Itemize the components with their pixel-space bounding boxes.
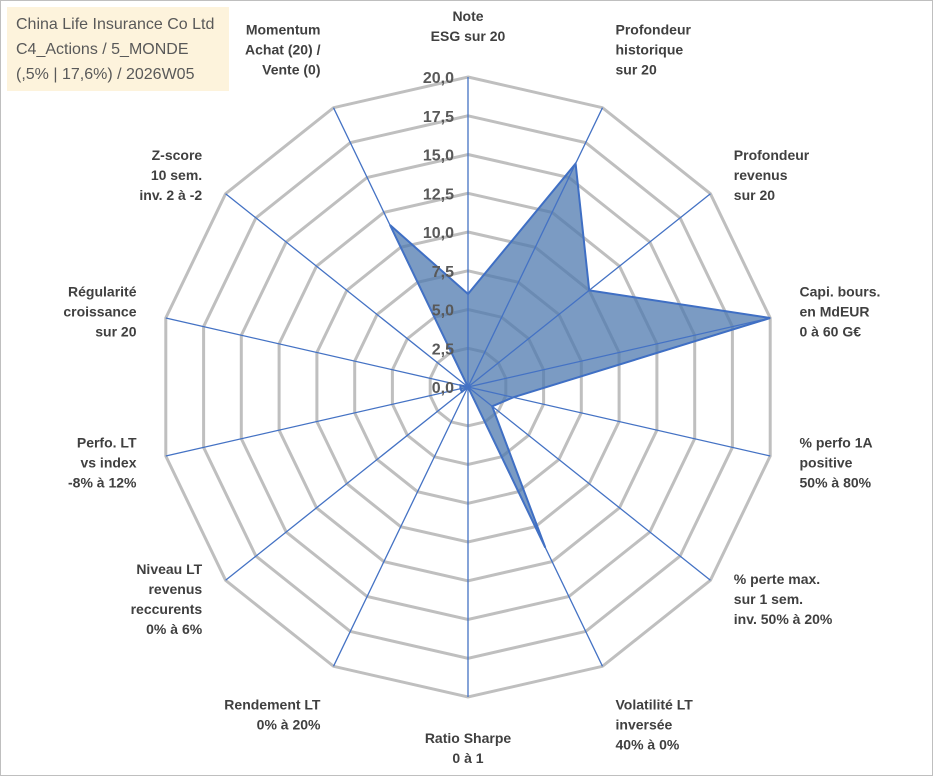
axis-spoke bbox=[467, 107, 604, 388]
axis-label-line: sur 1 sem. bbox=[734, 591, 803, 607]
axis-label: Profondeur historique sur 20 bbox=[616, 22, 692, 78]
axis-label: Perfo. LT vs index -8% à 12% bbox=[68, 435, 137, 491]
axis-label: % perfo 1A positive 50% à 80% bbox=[800, 435, 873, 491]
axis-label-line: % perfo 1A bbox=[800, 435, 873, 451]
axis-label-line: sur 20 bbox=[616, 62, 657, 78]
tick-label: 20,0 bbox=[423, 70, 454, 87]
axis-label-line: 50% à 80% bbox=[800, 475, 872, 491]
axis-label-line: Profondeur bbox=[616, 22, 692, 38]
axis-label-line: 0 à 60 G€ bbox=[800, 323, 862, 339]
axis-label-line: Profondeur bbox=[734, 147, 810, 163]
tick-label: 17,5 bbox=[423, 109, 454, 126]
axis-label: Niveau LT revenus reccurents 0% à 6% bbox=[131, 561, 203, 637]
axis-label-line: Niveau LT bbox=[136, 561, 202, 577]
tick-label: 15,0 bbox=[423, 148, 454, 165]
axis-label: Note ESG sur 20 bbox=[431, 8, 506, 44]
axis-spoke bbox=[165, 386, 469, 457]
axis-label-line: Ratio Sharpe bbox=[425, 730, 512, 746]
axis-spoke bbox=[225, 386, 469, 581]
axis-spoke bbox=[332, 386, 469, 667]
axis-spoke bbox=[467, 317, 771, 388]
axis-label-line: revenus bbox=[734, 167, 788, 183]
radar-axis-labels: Note ESG sur 20 Profondeur historique sur 20… bbox=[63, 8, 880, 766]
axis-label-line: ESG sur 20 bbox=[431, 28, 506, 44]
axis-spoke bbox=[225, 193, 469, 388]
axis-label: Profondeur revenus sur 20 bbox=[734, 147, 810, 203]
tick-label: 10,0 bbox=[423, 225, 454, 242]
axis-label-line: croissance bbox=[63, 303, 136, 319]
axis-spoke bbox=[332, 107, 469, 388]
axis-label: Ratio Sharpe 0 à 1 bbox=[425, 730, 512, 766]
axis-label-line: Z-score bbox=[152, 147, 203, 163]
axis-label: Rendement LT 0% à 20% bbox=[224, 696, 321, 732]
axis-label-line: Régularité bbox=[68, 283, 137, 299]
axis-label-line: Volatilité LT bbox=[616, 696, 694, 712]
axis-spoke bbox=[467, 386, 711, 581]
axis-label: Volatilité LT inversée 40% à 0% bbox=[616, 696, 694, 752]
axis-label-line: positive bbox=[800, 455, 853, 471]
axis-label-line: -8% à 12% bbox=[68, 475, 137, 491]
axis-label: Momentum Achat (20) / Vente (0) bbox=[245, 22, 321, 78]
axis-label-line: 40% à 0% bbox=[616, 736, 680, 752]
axis-label-line: Vente (0) bbox=[262, 62, 320, 78]
axis-label-line: Rendement LT bbox=[224, 696, 321, 712]
axis-label-line: Note bbox=[452, 8, 483, 24]
axis-label-line: 0 à 1 bbox=[452, 750, 483, 766]
axis-label-line: historique bbox=[616, 42, 684, 58]
period-info: (,5% | 17,6%) / 2026W05 bbox=[16, 66, 195, 83]
radar-tick-labels: 0,0 2,5 5,0 7,5 10,0 12,5 15,0 17,5 20,0 bbox=[423, 70, 454, 397]
axis-label-line: 0% à 6% bbox=[146, 621, 203, 637]
tick-label: 12,5 bbox=[423, 186, 454, 203]
company-name: China Life Insurance Co Ltd bbox=[16, 16, 215, 33]
radar-axes bbox=[165, 77, 771, 697]
axis-label-line: sur 20 bbox=[734, 187, 775, 203]
axis-spoke bbox=[467, 386, 604, 667]
axis-spoke bbox=[467, 386, 771, 457]
axis-label: Capi. bours. en MdEUR 0 à 60 G€ bbox=[800, 283, 881, 339]
info-box: China Life Insurance Co Ltd C4_Actions /… bbox=[7, 7, 229, 91]
axis-label-line: reccurents bbox=[131, 601, 203, 617]
axis-label-line: 10 sem. bbox=[151, 167, 202, 183]
axis-label-line: sur 20 bbox=[95, 323, 136, 339]
axis-label-line: Achat (20) / bbox=[245, 42, 321, 58]
portfolio-category: C4_Actions / 5_MONDE bbox=[16, 41, 189, 58]
axis-label-line: inversée bbox=[616, 716, 673, 732]
axis-label-line: Perfo. LT bbox=[77, 435, 137, 451]
axis-label: Z-score 10 sem. inv. 2 à -2 bbox=[139, 147, 202, 203]
axis-label: % perte max. sur 1 sem. inv. 50% à 20% bbox=[734, 571, 833, 627]
axis-label-line: inv. 50% à 20% bbox=[734, 611, 833, 627]
tick-label: 0,0 bbox=[432, 380, 454, 397]
axis-label: Régularité croissance sur 20 bbox=[63, 283, 136, 339]
axis-label-line: Capi. bours. bbox=[800, 283, 881, 299]
axis-label-line: 0% à 20% bbox=[257, 716, 321, 732]
axis-label-line: Momentum bbox=[246, 22, 321, 38]
axis-label-line: revenus bbox=[148, 581, 202, 597]
axis-label-line: inv. 2 à -2 bbox=[139, 187, 202, 203]
axis-label-line: vs index bbox=[80, 455, 136, 471]
axis-label-line: % perte max. bbox=[734, 571, 820, 587]
tick-label: 7,5 bbox=[432, 264, 454, 281]
axis-label-line: en MdEUR bbox=[800, 303, 870, 319]
axis-spoke bbox=[467, 193, 711, 388]
tick-label: 5,0 bbox=[432, 303, 454, 320]
axis-spoke bbox=[165, 317, 469, 388]
tick-label: 2,5 bbox=[432, 341, 454, 358]
